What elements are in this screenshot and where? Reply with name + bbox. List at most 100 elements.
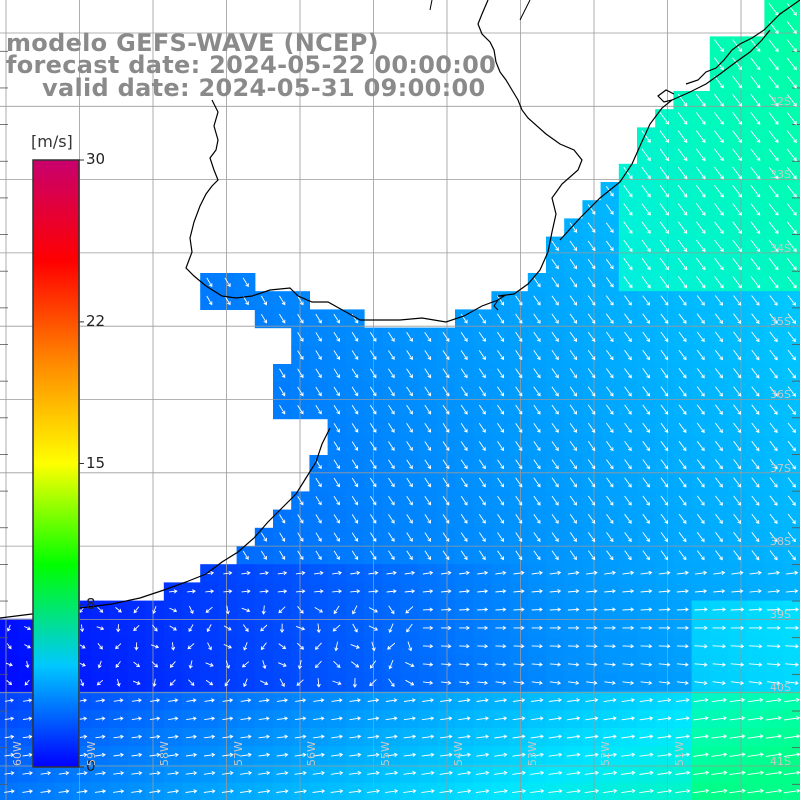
- wind-arrow: [258, 752, 271, 757]
- wind-arrow: [131, 752, 143, 758]
- wind-arrow: [388, 550, 395, 561]
- wind-arrow: [150, 644, 160, 649]
- wind-arrow: [113, 734, 124, 739]
- wind-arrow: [313, 698, 325, 703]
- wind-arrow: [260, 313, 268, 324]
- wind-arrow: [295, 698, 307, 703]
- wind-arrow: [549, 644, 562, 649]
- wind-arrow: [769, 331, 778, 343]
- wind-arrow: [642, 513, 650, 524]
- wind-arrow: [149, 716, 161, 721]
- wind-arrow: [513, 589, 525, 594]
- wind-arrow: [369, 386, 377, 397]
- wind-arrow: [715, 532, 723, 543]
- wind-arrow: [22, 771, 33, 776]
- wind-arrow: [660, 495, 669, 506]
- latitude-label: 36S: [770, 388, 791, 402]
- wind-arrow: [367, 770, 380, 776]
- wind-arrow: [714, 295, 724, 306]
- wind-arrow: [149, 789, 161, 794]
- wind-speed-cell: [782, 782, 800, 800]
- wind-arrow: [315, 368, 322, 379]
- wind-arrow: [569, 550, 577, 561]
- wind-arrow: [497, 404, 505, 415]
- wind-arrow: [549, 680, 562, 685]
- wind-arrow: [621, 734, 636, 739]
- wind-arrow: [604, 662, 616, 667]
- wind-arrow: [696, 349, 705, 361]
- wind-arrow: [167, 734, 179, 739]
- wind-arrow: [692, 770, 710, 776]
- colorbar-tick-label: 0: [86, 757, 96, 775]
- wind-arrow: [676, 589, 689, 594]
- wind-arrow: [658, 570, 671, 575]
- wind-arrow: [732, 203, 743, 216]
- wind-arrow: [204, 752, 216, 757]
- wind-arrow: [458, 698, 471, 703]
- wind-arrow: [515, 350, 523, 361]
- wind-arrow: [169, 607, 178, 613]
- wind-arrow: [732, 93, 743, 107]
- wind-arrow: [769, 368, 778, 379]
- wind-arrow: [261, 532, 267, 542]
- wind-arrow: [677, 130, 688, 143]
- wind-arrow: [641, 166, 651, 180]
- wind-arrow: [548, 770, 563, 776]
- wind-arrow: [696, 368, 705, 379]
- wind-arrow: [368, 570, 379, 576]
- wind-arrow: [515, 331, 523, 343]
- wind-arrow: [513, 662, 525, 667]
- wind-arrow: [769, 295, 778, 306]
- wind-arrow: [783, 734, 800, 739]
- wind-arrow: [769, 386, 778, 397]
- wind-arrow: [203, 789, 216, 794]
- wind-arrow: [729, 734, 746, 739]
- map-title-valid-date: valid date: 2024-05-31 09:00:00: [42, 74, 486, 102]
- wind-arrow: [515, 368, 523, 379]
- wind-arrow: [442, 477, 450, 488]
- wind-arrow: [76, 789, 88, 794]
- wind-arrow: [477, 589, 489, 594]
- wind-arrow: [785, 662, 799, 667]
- wind-arrow: [188, 624, 194, 633]
- wind-arrow: [388, 423, 395, 433]
- wind-arrow: [478, 459, 486, 470]
- wind-arrow: [513, 644, 525, 649]
- wind-arrow: [348, 789, 362, 794]
- wind-arrow: [585, 734, 599, 739]
- wind-arrow: [711, 734, 728, 739]
- wind-arrow: [767, 625, 781, 630]
- wind-arrow: [751, 440, 760, 452]
- wind-arrow: [297, 514, 304, 524]
- wind-arrow: [765, 734, 782, 739]
- wind-arrow: [223, 625, 232, 631]
- wind-arrow: [315, 404, 322, 415]
- wind-arrow: [551, 295, 559, 306]
- wind-arrow: [242, 550, 249, 560]
- wind-arrow: [677, 239, 688, 253]
- wind-arrow: [768, 75, 779, 89]
- wind-arrow: [515, 514, 523, 524]
- wind-arrow: [569, 368, 577, 379]
- wind-arrow: [406, 331, 413, 342]
- wind-arrow: [369, 679, 377, 687]
- colorbar-tick-label: 8: [86, 595, 96, 614]
- wind-arrow: [678, 331, 687, 343]
- wind-arrow: [551, 331, 559, 342]
- wind-arrow: [675, 752, 691, 757]
- wind-arrow: [497, 550, 504, 561]
- wind-arrow: [586, 662, 598, 667]
- wind-arrow: [533, 477, 541, 488]
- wind-arrow: [732, 185, 743, 198]
- wind-speed-cell: [782, 327, 800, 347]
- wind-arrow: [659, 239, 669, 253]
- wind-arrow: [569, 532, 577, 543]
- wind-arrow: [497, 368, 505, 379]
- wind-arrow: [675, 716, 690, 721]
- wind-arrow: [732, 75, 743, 89]
- wind-arrow: [622, 570, 635, 575]
- wind-arrow: [751, 368, 760, 379]
- wind-arrow: [315, 386, 322, 397]
- wind-arrow: [731, 589, 744, 594]
